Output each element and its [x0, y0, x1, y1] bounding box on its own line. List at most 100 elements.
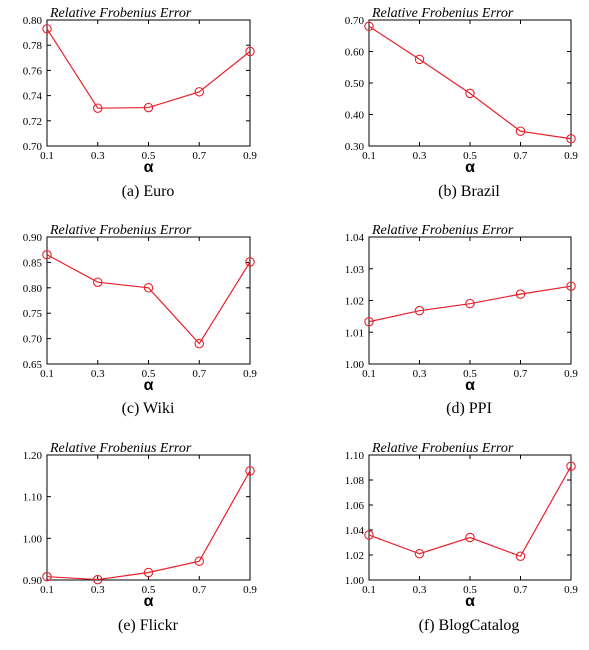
x-tick-label: 0.7 [514, 150, 528, 162]
data-point [465, 298, 475, 309]
x-tick-label: 0.5 [463, 150, 477, 162]
plot-frame [46, 454, 251, 581]
x-tick-label: 0.9 [243, 584, 257, 596]
data-point [245, 466, 255, 476]
data-point [515, 289, 526, 299]
x-tick-label: 0.7 [192, 150, 206, 162]
data-point [93, 103, 103, 113]
data-point [364, 21, 374, 32]
y-tick-label: 0.90 [23, 232, 43, 244]
x-tick-label: 0.5 [463, 368, 477, 380]
y-tick-label: 1.06 [345, 500, 365, 512]
y-tick-label: 0.78 [23, 40, 43, 52]
y-tick-label: 1.10 [345, 450, 365, 462]
data-point [143, 283, 154, 293]
data-point [93, 277, 103, 287]
data-point [42, 571, 52, 582]
x-tick-label: 0.5 [142, 584, 156, 596]
data-point [465, 532, 475, 543]
y-axis-label: Relative Frobenius Error [371, 223, 514, 238]
x-tick-label: 0.1 [362, 368, 376, 380]
x-tick-label: 0.7 [192, 584, 206, 596]
x-tick-label: 0.9 [564, 584, 578, 596]
x-tick-label: 0.9 [243, 150, 257, 162]
x-tick-label: 0.9 [564, 368, 578, 380]
panel-caption: (f) BlogCatalog [419, 617, 520, 634]
chart-panel-3: 1.00 1.01 1.02 1.03 1.04 0.1 0.3 0.5 0.7 0.9 Relat… [345, 223, 579, 417]
y-tick-label: 0.40 [345, 110, 365, 122]
series-line [368, 285, 572, 323]
plot-frame [368, 236, 572, 365]
x-tick-label: 0.3 [413, 368, 427, 380]
y-axis-label: Relative Frobenius Error [371, 441, 514, 456]
chart-panel-0: 0.70 0.72 0.74 0.76 0.78 0.80 0.1 0.3 0.5 0.7 0.9 R… [23, 6, 258, 200]
x-tick-label: 0.1 [40, 584, 54, 596]
data-point [245, 257, 255, 267]
x-axis-label: α [465, 159, 475, 176]
y-axis-label: Relative Frobenius Error [49, 223, 192, 238]
y-tick-label: 0.80 [23, 283, 43, 295]
data-point [42, 250, 52, 260]
y-tick-label: 1.00 [345, 575, 365, 587]
data-point [143, 102, 154, 113]
chart-panel-1: 0.30 0.40 0.50 0.60 0.70 0.1 0.3 0.5 0.7 0.9 Relat… [345, 6, 579, 200]
x-tick-label: 0.3 [413, 150, 427, 162]
x-tick-label: 0.5 [142, 150, 156, 162]
data-point [42, 24, 52, 34]
x-tick-label: 0.5 [142, 368, 156, 380]
x-tick-label: 0.3 [91, 584, 105, 596]
y-axis-label: Relative Frobenius Error [49, 441, 192, 456]
data-point [93, 574, 103, 585]
x-tick-label: 0.3 [413, 584, 427, 596]
data-point [566, 281, 576, 291]
x-tick-label: 0.7 [514, 584, 528, 596]
y-tick-label: 0.70 [345, 15, 365, 27]
x-axis-label: α [465, 377, 475, 394]
y-tick-label: 1.03 [345, 264, 365, 276]
chart-panel-5: 1.00 1.02 1.04 1.06 1.08 1.10 0.1 0.3 0.5 0.7 0.9 R… [345, 441, 579, 634]
data-point [194, 556, 205, 566]
y-axis-label: Relative Frobenius Error [371, 6, 514, 21]
series-line [368, 465, 572, 557]
y-tick-label: 1.02 [345, 550, 364, 562]
x-tick-label: 0.9 [564, 150, 578, 162]
x-tick-label: 0.1 [40, 150, 54, 162]
y-tick-label: 0.70 [23, 334, 43, 346]
data-point [364, 530, 374, 540]
data-point [515, 551, 526, 561]
x-tick-label: 0.5 [463, 584, 477, 596]
data-point [245, 46, 255, 57]
panel-caption: (a) Euro [122, 183, 175, 200]
panel-caption: (e) Flickr [118, 617, 179, 634]
y-tick-label: 0.76 [23, 65, 43, 77]
panel-caption: (c) Wiki [122, 400, 175, 417]
y-tick-label: 0.80 [23, 15, 43, 27]
series-line [368, 25, 572, 140]
series-line [46, 470, 251, 581]
data-point [465, 88, 475, 99]
y-tick-label: 0.90 [23, 575, 43, 587]
data-point [364, 317, 374, 327]
series-line [46, 254, 251, 345]
y-tick-label: 0.72 [23, 116, 42, 128]
series-line [46, 28, 251, 109]
y-tick-label: 1.02 [345, 296, 364, 308]
panel-caption: (d) PPI [446, 400, 492, 417]
x-axis-label: α [465, 593, 475, 610]
x-tick-label: 0.1 [362, 150, 376, 162]
y-tick-label: 0.60 [345, 47, 365, 59]
y-tick-label: 1.04 [345, 232, 365, 244]
x-axis-label: α [144, 593, 154, 610]
x-tick-label: 0.3 [91, 368, 105, 380]
y-tick-label: 0.75 [23, 308, 43, 320]
x-tick-label: 0.7 [514, 368, 528, 380]
y-tick-label: 1.00 [23, 533, 43, 545]
y-tick-label: 1.10 [23, 492, 43, 504]
x-axis-label: α [144, 159, 154, 176]
data-point [414, 54, 425, 65]
x-tick-label: 0.1 [362, 584, 376, 596]
panel-caption: (b) Brazil [438, 183, 500, 200]
data-point [194, 338, 205, 349]
x-tick-label: 0.7 [192, 368, 206, 380]
data-point [194, 87, 205, 97]
